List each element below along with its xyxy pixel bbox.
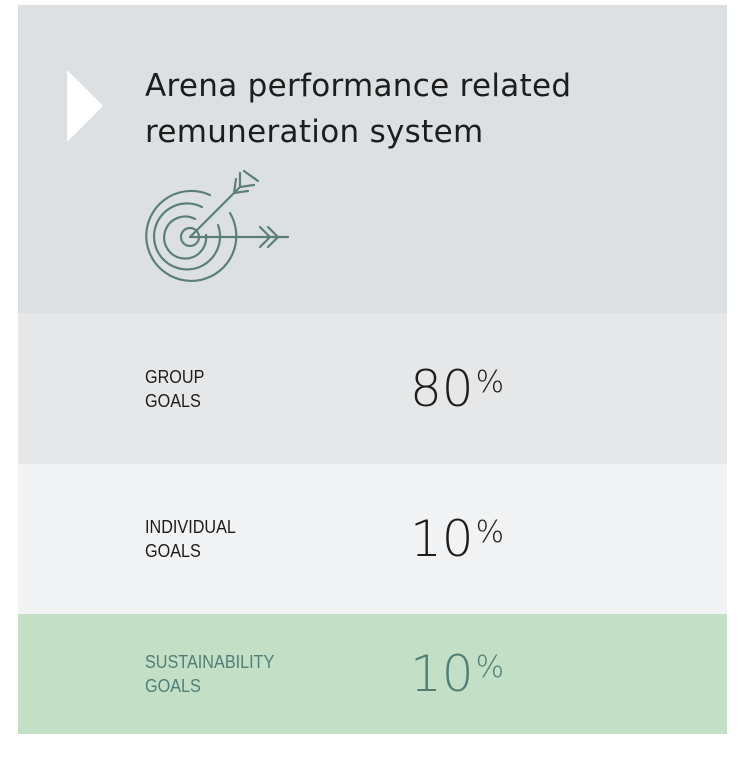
row-value: 10%: [410, 510, 504, 568]
card: Arena performance related remuneration s…: [18, 5, 727, 734]
row-label: INDIVIDUAL GOALS: [145, 515, 236, 563]
label-line: INDIVIDUAL: [145, 517, 236, 537]
value-number: 10: [410, 510, 474, 568]
label-line: GOALS: [145, 676, 201, 696]
title-line: remuneration system: [145, 114, 484, 150]
row-label: GROUP GOALS: [145, 365, 204, 413]
header: Arena performance related remuneration s…: [18, 5, 727, 313]
row-value: 10%: [410, 645, 504, 703]
value-number: 80: [410, 359, 474, 418]
row-label: SUSTAINABILITY GOALS: [145, 650, 274, 698]
target-icon: [145, 169, 290, 283]
row: SUSTAINABILITY GOALS 10%: [18, 614, 727, 734]
label-line: GOALS: [145, 541, 201, 561]
label-line: GOALS: [145, 390, 201, 411]
value-unit: %: [475, 650, 505, 685]
label-line: SUSTAINABILITY: [145, 652, 275, 672]
row-value: 80%: [410, 360, 504, 418]
row: GROUP GOALS 80%: [18, 313, 727, 464]
title: Arena performance related remuneration s…: [145, 63, 571, 155]
row: INDIVIDUAL GOALS 10%: [18, 464, 727, 614]
value-number: 10: [410, 645, 474, 703]
value-unit: %: [475, 364, 505, 400]
value-unit: %: [475, 515, 505, 550]
title-line: Arena performance related: [145, 68, 572, 104]
triangle-icon: [67, 70, 103, 142]
label-line: GROUP: [145, 366, 205, 387]
